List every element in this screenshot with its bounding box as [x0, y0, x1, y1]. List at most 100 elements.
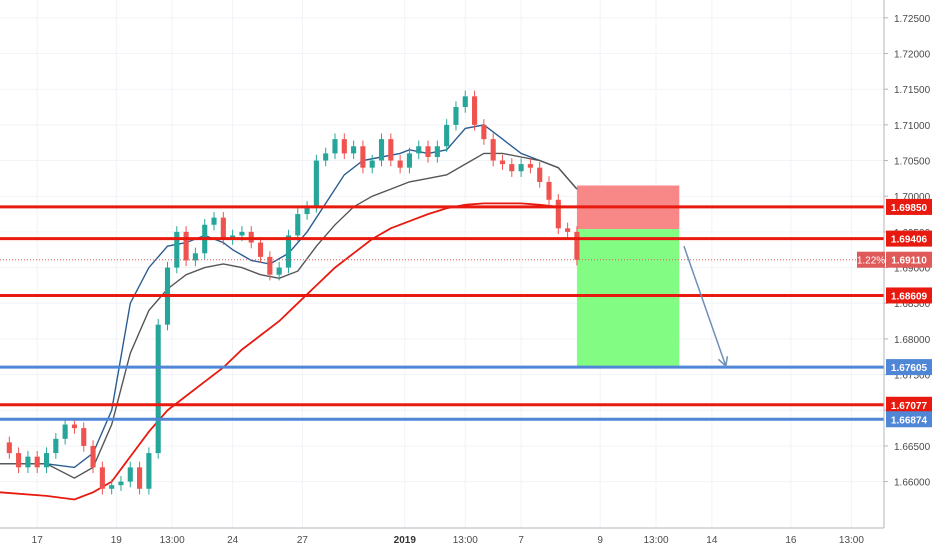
- time-axis: 17 19 13:00 24 27 2019 13:00 7 9 13:00 14 16 13:00: [0, 527, 884, 546]
- candle-body: [127, 467, 133, 482]
- level-badge-label: 1.68609: [891, 291, 928, 302]
- candle-body: [304, 206, 310, 215]
- y-tick-label: 1.72500: [894, 14, 931, 25]
- candle-body: [25, 456, 31, 468]
- x-tick-label: 13:00: [453, 535, 478, 546]
- candle-body: [360, 146, 366, 168]
- moving-average-line: [0, 124, 578, 469]
- x-tick-label: 27: [297, 535, 309, 546]
- candle-body: [444, 124, 450, 147]
- candle-body: [397, 160, 403, 168]
- level-badge-label: 1.69406: [891, 235, 928, 246]
- candle-body: [81, 428, 87, 446]
- candle-body: [518, 164, 524, 172]
- candle-body: [16, 453, 22, 468]
- candle-body: [406, 153, 412, 168]
- candle-body: [388, 139, 394, 161]
- candle-body: [565, 228, 571, 232]
- candle-body: [509, 164, 515, 172]
- y-tick-label: 1.70500: [894, 157, 931, 168]
- candle-body: [537, 167, 543, 182]
- candle-body: [490, 139, 496, 161]
- y-tick-label: 1.71500: [894, 85, 931, 96]
- level-badge-label: 1.67077: [891, 401, 928, 412]
- candle-body: [99, 467, 105, 489]
- horizontal-levels: [0, 205, 884, 421]
- position-zones: [576, 185, 680, 368]
- level-badge: [886, 396, 932, 413]
- candle-body: [267, 256, 273, 275]
- level-badge: [886, 411, 932, 428]
- candle-body: [425, 146, 431, 157]
- take-profit-zone: [576, 229, 680, 368]
- x-tick-label: 19: [111, 535, 123, 546]
- candle-body: [155, 324, 161, 454]
- current-price-label: 1.69110: [891, 256, 927, 267]
- candlesticks: [6, 90, 580, 495]
- candle-body: [62, 424, 68, 439]
- candle-body: [109, 485, 115, 489]
- candle-body: [257, 242, 264, 257]
- y-tick-label: 1.66500: [894, 442, 931, 453]
- candle-body: [53, 438, 59, 454]
- candle-body: [276, 267, 282, 275]
- level-badge-label: 1.67605: [891, 363, 928, 374]
- candle-body: [34, 456, 40, 468]
- current-price-badge: [886, 251, 932, 268]
- candle-body: [555, 199, 561, 229]
- candle-body: [341, 139, 347, 154]
- candle-body: [90, 445, 96, 468]
- x-tick-label: 14: [706, 535, 718, 546]
- candle-body: [239, 231, 245, 236]
- level-badge: [886, 287, 932, 304]
- candle-body: [499, 160, 506, 165]
- candle-body: [481, 124, 487, 140]
- candle-body: [378, 139, 385, 161]
- candle-body: [434, 146, 440, 157]
- price-change-badge: [857, 251, 885, 268]
- candle-body: [220, 217, 226, 240]
- y-tick-label: 1.66000: [894, 478, 931, 489]
- candle-body: [369, 160, 375, 168]
- candle-body: [118, 481, 124, 486]
- candle-body: [416, 146, 422, 154]
- candle-body: [462, 96, 468, 108]
- candle-body: [183, 231, 189, 261]
- candle-body: [174, 231, 180, 268]
- candle-body: [472, 96, 478, 125]
- grid-lines: [0, 0, 884, 528]
- moving-average-line: [0, 152, 578, 479]
- moving-average-lines: [0, 124, 578, 501]
- candle-body: [313, 160, 319, 207]
- candle-body: [295, 214, 301, 236]
- candle-body: [146, 453, 152, 489]
- price-change-label: 1.22%: [857, 256, 885, 267]
- x-tick-label: 7: [518, 535, 524, 546]
- arrow-head: [717, 356, 729, 368]
- y-tick-label: 1.72000: [894, 50, 931, 61]
- candle-body: [71, 424, 78, 429]
- x-tick-label: 9: [597, 535, 603, 546]
- candle-body: [453, 107, 459, 125]
- x-tick-label: 17: [32, 535, 44, 546]
- candle-body: [351, 146, 357, 154]
- x-tick-label: 16: [785, 535, 797, 546]
- x-tick-label: 24: [227, 535, 239, 546]
- arrow-shaft: [683, 245, 727, 367]
- level-badge: [886, 230, 932, 247]
- candle-body: [6, 442, 12, 454]
- candle-body: [574, 231, 580, 260]
- candle-body: [323, 153, 329, 161]
- candle-body: [211, 217, 217, 225]
- y-tick-label: 1.71000: [894, 121, 931, 132]
- level-badge-label: 1.66874: [891, 415, 928, 426]
- candle-body: [332, 139, 338, 154]
- level-badge: [886, 359, 932, 376]
- candle-body: [192, 253, 198, 261]
- candle-body: [527, 164, 533, 168]
- x-tick-label: 13:00: [160, 535, 185, 546]
- level-badge-label: 1.69850: [891, 203, 928, 214]
- price-badges: 1.69850 1.69406 1.68609 1.67605 1.67077 1.668…: [857, 198, 932, 428]
- candle-body: [285, 235, 292, 268]
